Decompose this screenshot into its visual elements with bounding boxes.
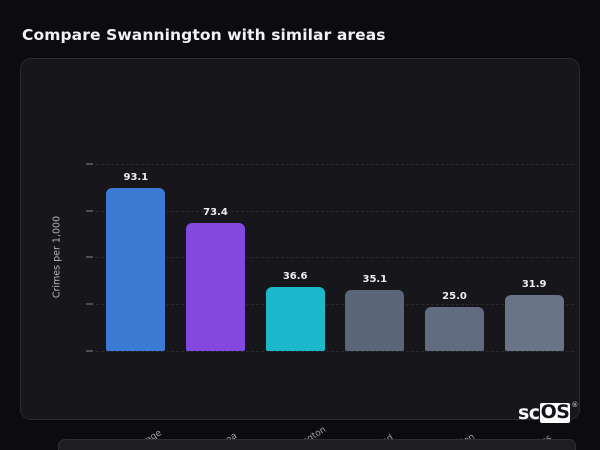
- page-title: Compare Swannington with similar areas: [22, 26, 386, 44]
- bar-value-label: 36.6: [282, 271, 308, 283]
- chart-card: Crimes per 1,000 027548010793.1UK Averag…: [20, 58, 580, 450]
- logo-text-sc: sc: [518, 401, 540, 424]
- bar-rect[interactable]: [504, 295, 564, 351]
- bar-swannington[interactable]: 36.6: [265, 271, 325, 351]
- bar-crumbles[interactable]: 31.9: [504, 279, 564, 351]
- bar-local-area[interactable]: 73.4: [186, 207, 245, 351]
- gridline: [96, 351, 574, 352]
- gridline: [96, 211, 574, 213]
- bar-rect[interactable]: [265, 287, 325, 351]
- logo-text-os: OS: [539, 401, 571, 423]
- scos-logo: sc OS ®: [518, 401, 578, 424]
- bar-value-label: 93.1: [123, 172, 149, 184]
- y-axis-tick-mark: [86, 303, 93, 305]
- bar-value-label: 73.4: [203, 206, 228, 218]
- bar-uk-average[interactable]: 93.1: [106, 172, 166, 351]
- y-axis-tick-mark: [86, 256, 93, 258]
- bar-dane-end[interactable]: 35.1: [345, 274, 405, 351]
- bar-wembdon[interactable]: 25.0: [425, 291, 484, 351]
- bar-value-label: 31.9: [521, 279, 547, 291]
- bar-rect[interactable]: [186, 222, 245, 351]
- registered-mark-icon: ®: [571, 401, 578, 409]
- summary-callout: Swannington has a 60.7% lower than UK av…: [58, 439, 576, 450]
- bar-rect[interactable]: [425, 307, 484, 351]
- y-axis-label: Crimes per 1,000: [51, 215, 63, 299]
- bar-rect[interactable]: [345, 289, 405, 351]
- gridline: [96, 256, 574, 258]
- bar-rect[interactable]: [106, 188, 166, 351]
- gridline: [96, 164, 574, 165]
- plot-area: 027548010793.1UK Average73.4Local Area36…: [86, 163, 574, 450]
- y-axis-tick-mark: [86, 210, 93, 212]
- y-axis-tick-mark: [86, 350, 93, 352]
- y-axis-tick-mark: [86, 163, 93, 165]
- gridline: [96, 303, 574, 305]
- bar-value-label: 25.0: [442, 291, 467, 303]
- bar-value-label: 35.1: [362, 273, 388, 285]
